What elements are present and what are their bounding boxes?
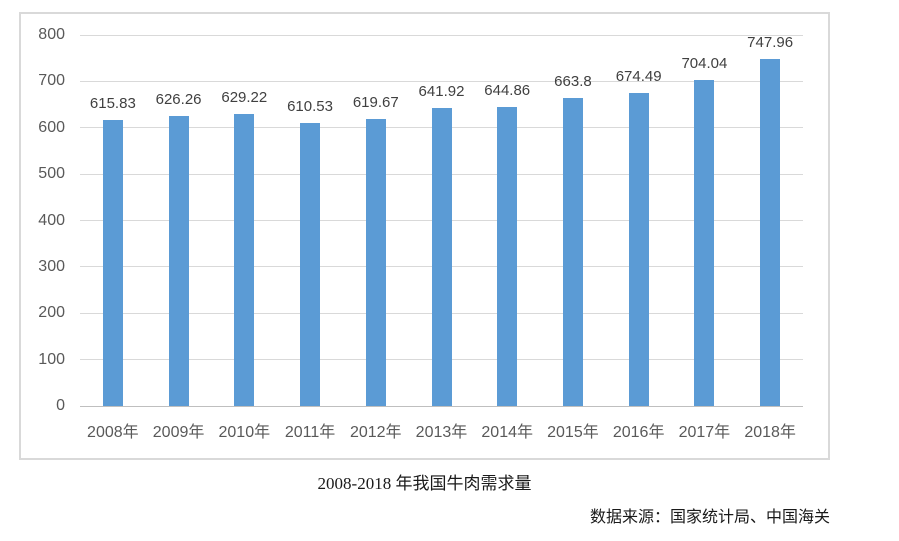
y-axis-tick-label: 700 xyxy=(38,72,65,90)
y-axis-tick-label: 100 xyxy=(38,350,65,368)
bar-2012年 xyxy=(365,118,386,406)
gridline xyxy=(80,34,803,36)
chart-frame: 0 100 200 300 400 500 600 700 800 615.83 2008年 626.… xyxy=(19,12,830,460)
x-axis-tick-label: 2010年 xyxy=(218,424,271,441)
x-axis-line xyxy=(80,405,803,407)
x-axis-tick-label: 2008年 xyxy=(87,424,139,441)
bar-value-label: 626.26 xyxy=(155,90,202,108)
y-axis-tick-label: 0 xyxy=(56,397,65,414)
x-axis-tick-label: 2016年 xyxy=(612,424,665,441)
bar-value-label: 629.22 xyxy=(221,89,268,107)
bar-2013年 xyxy=(431,108,452,406)
bar-2011年 xyxy=(300,122,321,406)
bar-value-label: 747.96 xyxy=(747,34,794,52)
y-axis-tick-label: 600 xyxy=(38,118,65,136)
bar-value-label: 619.67 xyxy=(352,93,399,111)
plot-area: 0 100 200 300 400 500 600 700 800 615.83 2008年 626.… xyxy=(21,14,828,458)
bar-2008年 xyxy=(102,120,123,406)
gridline xyxy=(80,80,803,82)
bar-value-label: 615.83 xyxy=(89,95,136,113)
y-axis-tick-label: 400 xyxy=(38,211,65,229)
y-axis-tick-label: 300 xyxy=(38,257,65,275)
bar-2017年 xyxy=(694,79,715,406)
bar-value-label: 663.8 xyxy=(554,73,592,91)
x-axis-tick-label: 2013年 xyxy=(415,424,468,441)
x-axis-tick-label: 2014年 xyxy=(481,424,534,441)
bar-value-label: 610.53 xyxy=(287,97,333,115)
bar-2015年 xyxy=(562,98,583,406)
bar-value-label: 644.86 xyxy=(484,81,531,99)
y-axis-tick-label: 800 xyxy=(38,26,65,43)
bar-2016年 xyxy=(628,93,649,406)
y-axis-tick-label: 200 xyxy=(38,304,65,322)
bar-2010年 xyxy=(234,114,255,406)
data-source-caption: 数据来源：国家统计局、中国海关 xyxy=(589,509,830,526)
x-axis-tick-label: 2011年 xyxy=(284,424,336,441)
bar-value-label: 641.92 xyxy=(418,83,465,101)
x-axis-tick-label: 2018年 xyxy=(744,424,796,441)
x-axis-tick-label: 2015年 xyxy=(547,424,599,441)
y-axis-tick-label: 500 xyxy=(38,165,65,183)
bar-2018年 xyxy=(760,59,781,406)
x-axis-tick-label: 2009年 xyxy=(152,424,205,441)
bar-2014年 xyxy=(497,106,518,406)
bar-value-label: 674.49 xyxy=(615,68,662,86)
bar-2009年 xyxy=(168,115,189,406)
x-axis-tick-label: 2017年 xyxy=(678,424,731,441)
x-axis-tick-label: 2012年 xyxy=(349,424,402,441)
chart-title: 2008-2018 年我国牛肉需求量 xyxy=(317,474,532,493)
bar-value-label: 704.04 xyxy=(681,54,728,72)
